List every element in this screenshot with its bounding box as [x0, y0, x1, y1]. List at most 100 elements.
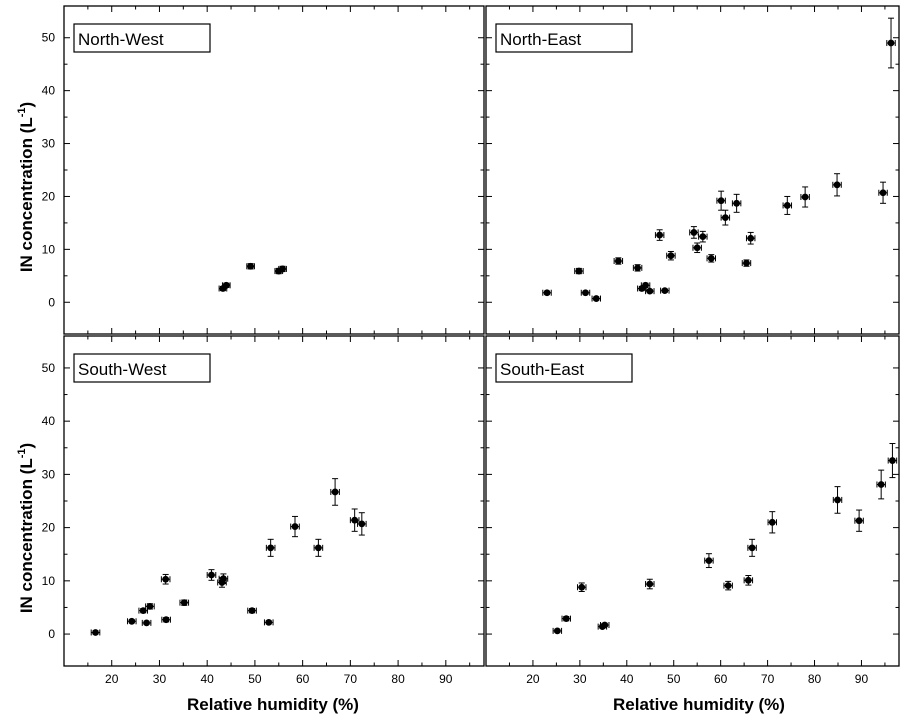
y-tick-label: 40 [42, 414, 56, 428]
marker [575, 267, 583, 275]
data-point [741, 259, 752, 267]
marker [690, 229, 698, 236]
x-tick-label: 40 [620, 672, 634, 686]
data-point [720, 209, 731, 226]
data-point [591, 295, 602, 302]
data-point [832, 173, 842, 197]
data-point [577, 582, 587, 592]
marker [699, 233, 707, 241]
data-point [876, 469, 886, 500]
y-tick-label: 10 [42, 574, 56, 588]
data-point [747, 538, 757, 557]
marker [351, 516, 359, 524]
data-point [666, 250, 676, 261]
panel-title: South-East [500, 360, 584, 379]
marker [267, 544, 275, 552]
data-point [126, 617, 137, 625]
data-point [878, 181, 888, 204]
x-axis-label-right: Relative humidity (%) [613, 695, 785, 714]
data-point [731, 193, 742, 213]
marker [801, 193, 809, 201]
data-point [782, 195, 793, 215]
x-tick-label: 70 [344, 672, 358, 686]
marker [331, 488, 339, 496]
x-tick-label: 20 [526, 672, 540, 686]
marker [855, 517, 863, 525]
y-tick-label: 20 [42, 189, 56, 203]
data-point [689, 226, 699, 239]
title-box-frame [495, 23, 633, 53]
data-point [854, 509, 864, 532]
y-tick-label: 50 [42, 361, 56, 375]
data-point [887, 443, 898, 479]
data-point [886, 17, 896, 69]
marker [92, 629, 99, 636]
data-point [179, 599, 190, 607]
data-point [141, 619, 152, 627]
marker [783, 202, 791, 209]
data-point [640, 281, 651, 289]
data-point [832, 486, 843, 514]
data-point [221, 281, 231, 289]
panel-title-box: South-East [495, 353, 633, 383]
marker [834, 496, 841, 504]
data-point [138, 607, 149, 615]
y-tick-label: 0 [48, 295, 55, 309]
marker [656, 231, 664, 239]
data-point [632, 264, 643, 272]
panel-north-west: 0 10 20 30 40 50 North-West [42, 5, 485, 335]
marker [707, 254, 715, 262]
marker [139, 607, 147, 615]
marker [314, 544, 322, 552]
data-point [552, 627, 563, 635]
title-box-frame [495, 353, 633, 383]
marker [358, 520, 366, 528]
x-tick-label: 40 [201, 672, 215, 686]
x-tick-label: 50 [248, 672, 262, 686]
data-point [206, 569, 217, 581]
marker [833, 181, 841, 189]
marker [143, 619, 150, 627]
y-axis-label-top: IN concentration (L-1) [16, 102, 36, 272]
marker [879, 189, 887, 197]
data-point [349, 508, 360, 532]
data-point [745, 231, 756, 245]
panel-south-east: 20 30 40 50 60 70 80 90 South-East [485, 335, 900, 686]
data-point [330, 478, 340, 506]
y-tick-label: 0 [48, 627, 55, 641]
marker [578, 583, 586, 591]
x-tick-label: 90 [855, 672, 869, 686]
marker [877, 481, 885, 488]
data-point [145, 602, 155, 610]
data-point [357, 512, 367, 536]
marker [721, 214, 729, 222]
data-point [290, 515, 300, 538]
y-tick-label: 50 [42, 31, 56, 45]
data-point [654, 229, 665, 241]
data-point [645, 578, 655, 590]
x-tick-label: 30 [573, 672, 587, 686]
marker [208, 571, 215, 579]
marker [146, 602, 154, 610]
data-point [716, 190, 726, 211]
marker [717, 197, 725, 205]
x-tick-label: 60 [296, 672, 310, 686]
marker [592, 295, 600, 302]
marker [614, 257, 622, 265]
marker [562, 615, 570, 623]
marker [768, 518, 776, 526]
x-tick-label: 80 [808, 672, 822, 686]
panel-title: South-West [78, 360, 167, 379]
y-tick-label: 10 [42, 242, 56, 256]
marker [582, 289, 589, 297]
panel-title: North-East [500, 30, 582, 49]
panel-north-east: North-East [485, 5, 900, 335]
marker [744, 576, 752, 584]
marker [646, 287, 654, 295]
y-tick-label: 30 [42, 137, 56, 151]
marker [128, 617, 136, 625]
marker [601, 621, 609, 629]
y-tick-label: 20 [42, 521, 56, 535]
marker [543, 289, 551, 297]
